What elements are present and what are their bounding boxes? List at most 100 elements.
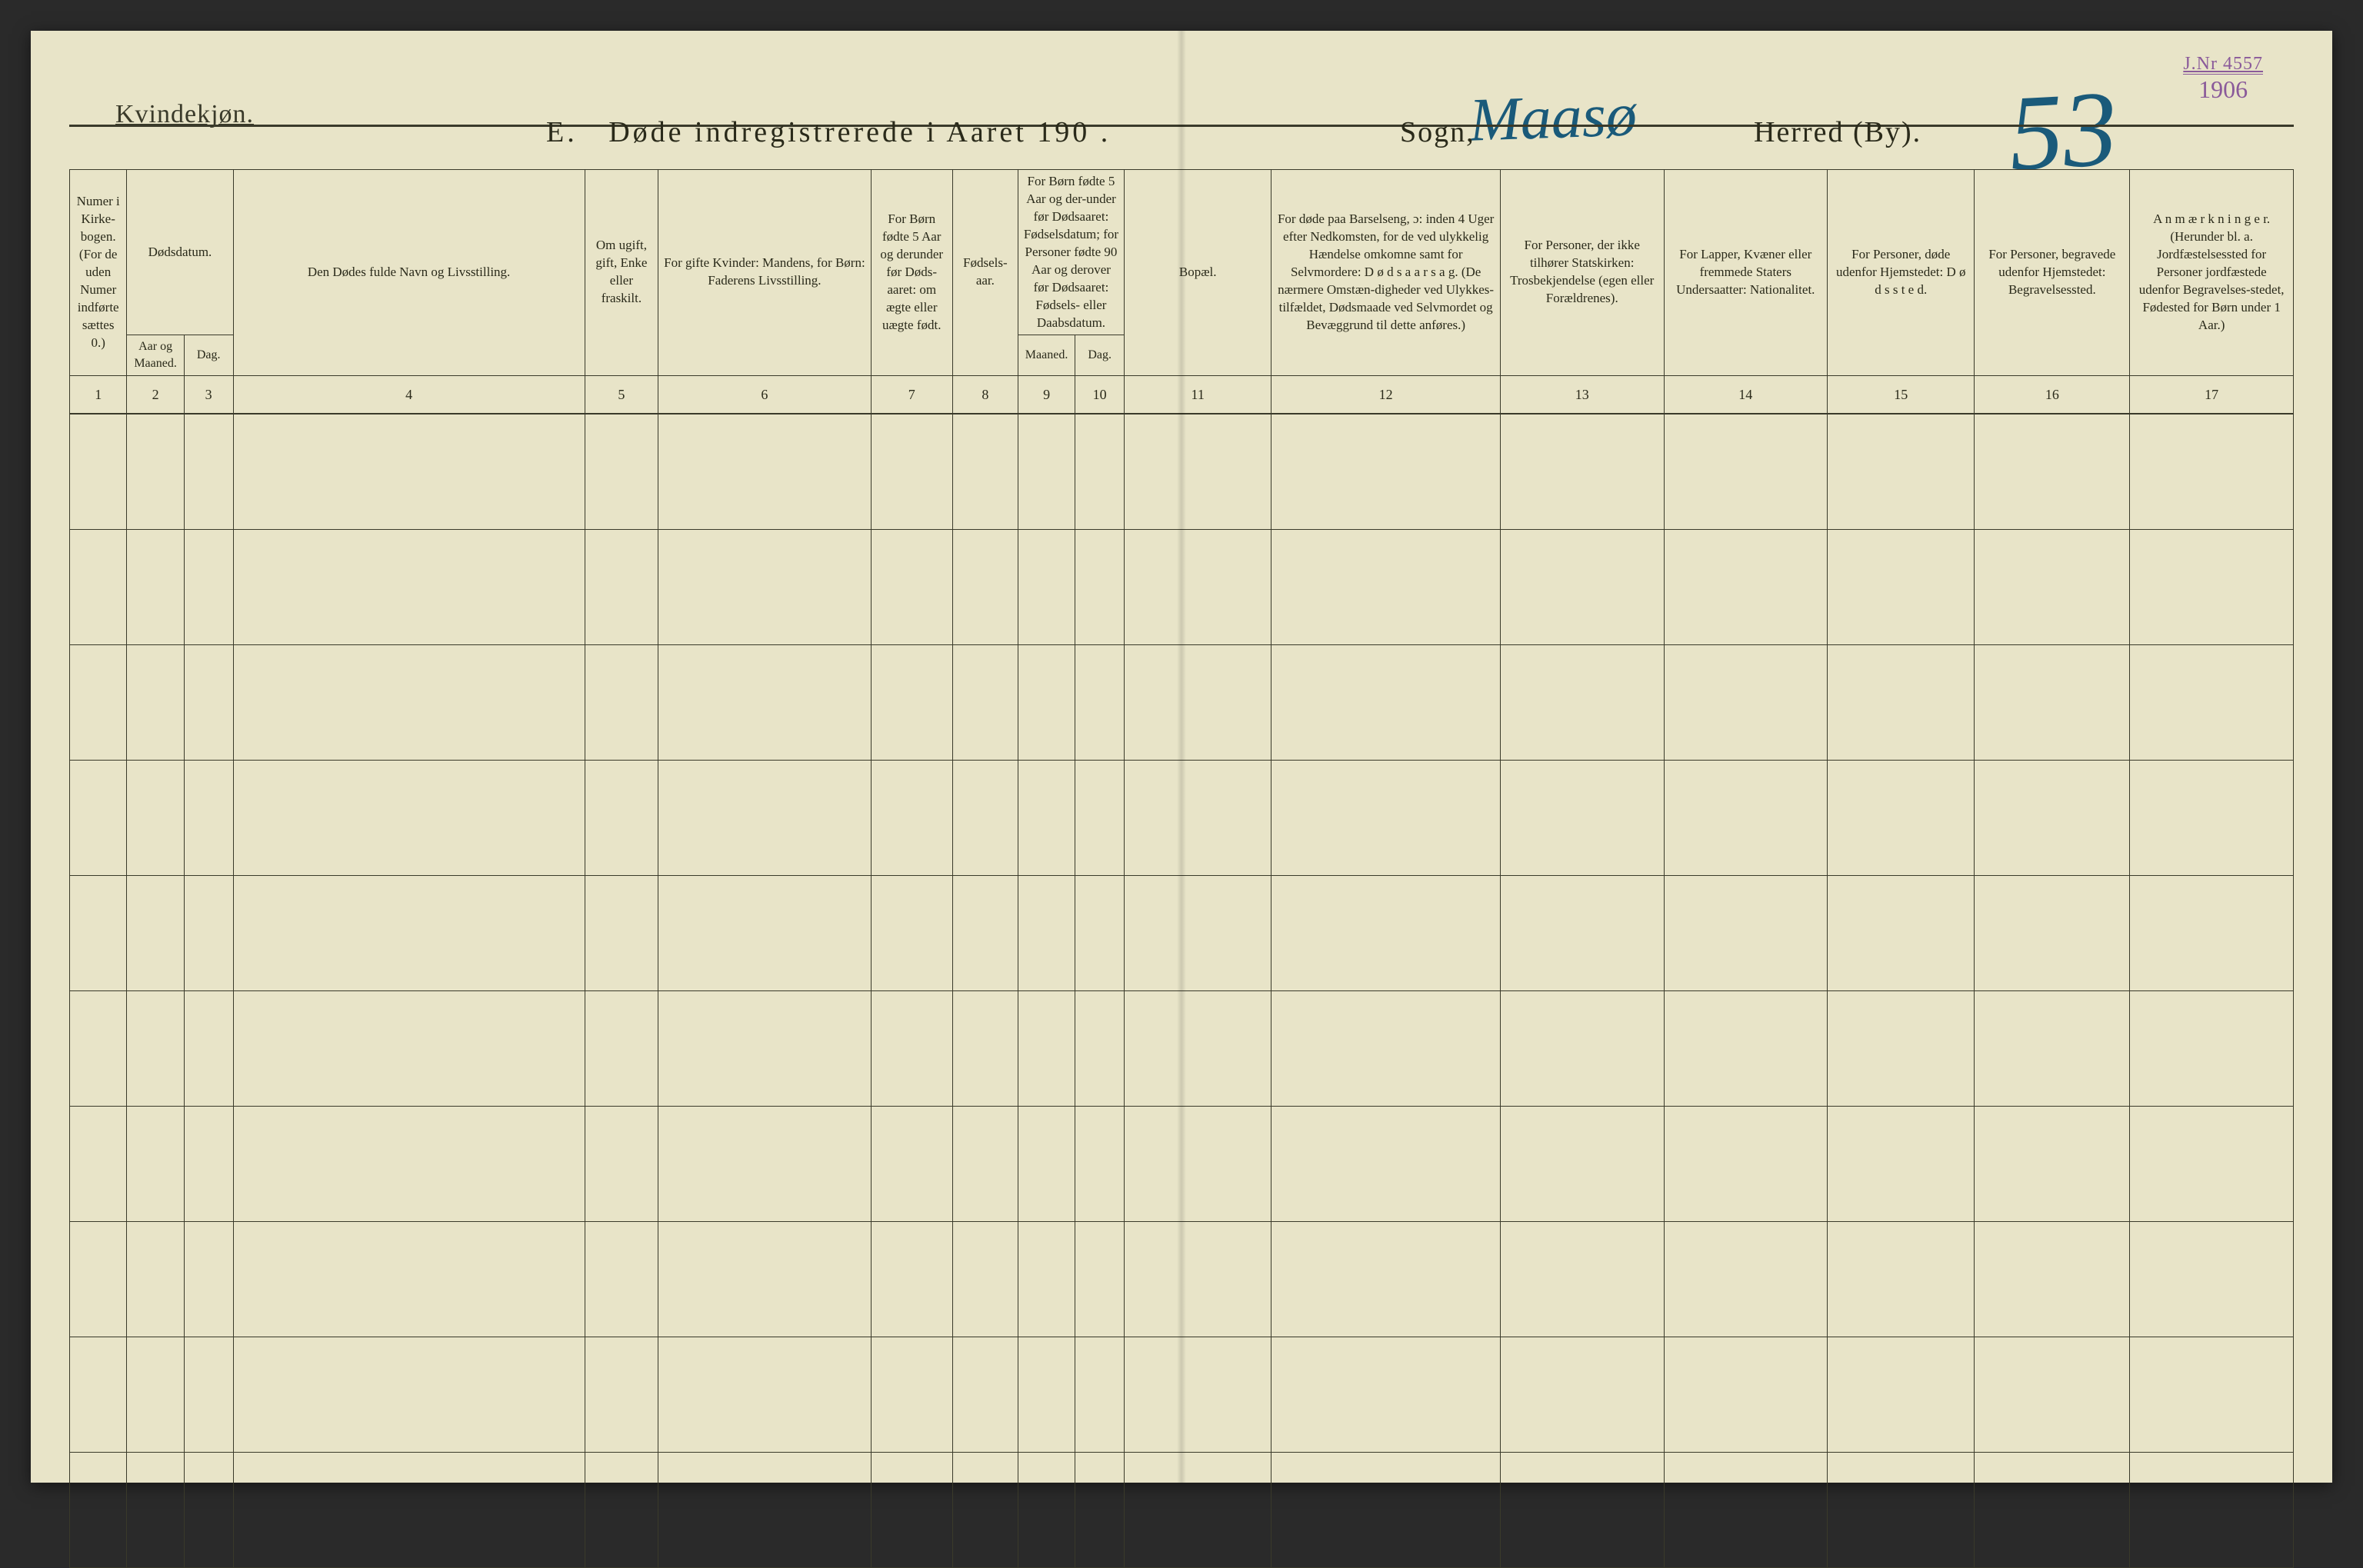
table-cell	[1664, 875, 1828, 990]
table-cell	[127, 1106, 184, 1221]
table-cell	[1125, 644, 1271, 760]
table-cell	[1018, 529, 1075, 644]
colnum-11: 11	[1125, 375, 1271, 414]
table-cell	[1975, 1106, 2130, 1221]
table-cell	[1500, 1221, 1664, 1337]
table-cell	[2130, 1452, 2294, 1567]
colnum-13: 13	[1500, 375, 1664, 414]
colnum-10: 10	[1075, 375, 1125, 414]
table-cell	[70, 644, 127, 760]
table-cell	[1125, 1221, 1271, 1337]
table-cell	[585, 875, 658, 990]
col-header-12: For døde paa Barselseng, ɔ: inden 4 Uger…	[1271, 170, 1501, 376]
table-cell	[1828, 760, 1975, 875]
table-row	[70, 1106, 2294, 1221]
table-cell	[871, 875, 952, 990]
stamp-jnr: J.Nr 4557	[2183, 54, 2263, 74]
table-cell	[1975, 644, 2130, 760]
colnum-12: 12	[1271, 375, 1501, 414]
table-cell	[585, 1106, 658, 1221]
table-cell	[952, 1337, 1018, 1452]
col-header-8: Fødsels-aar.	[952, 170, 1018, 376]
table-cell	[70, 529, 127, 644]
table-cell	[1018, 1452, 1075, 1567]
table-cell	[127, 760, 184, 875]
table-cell	[952, 529, 1018, 644]
table-cell	[1500, 760, 1664, 875]
table-cell	[1975, 1337, 2130, 1452]
col-subheader-9: Maaned.	[1018, 335, 1075, 375]
table-cell	[1125, 990, 1271, 1106]
table-cell	[1828, 529, 1975, 644]
table-cell	[184, 760, 233, 875]
table-cell	[1500, 1106, 1664, 1221]
table-cell	[184, 529, 233, 644]
page-wrapper: J.Nr 4557 1906 Maasø 53 Kvindekjøn. E. D…	[0, 0, 2363, 1513]
table-cell	[184, 1221, 233, 1337]
table-cell	[184, 644, 233, 760]
table-cell	[1975, 529, 2130, 644]
ledger-table: Numer i Kirke-bogen. (For de uden Numer …	[69, 169, 2294, 1568]
table-cell	[658, 414, 871, 529]
table-cell	[1975, 414, 2130, 529]
table-cell	[1975, 875, 2130, 990]
table-cell	[952, 760, 1018, 875]
table-cell	[1075, 1106, 1125, 1221]
table-cell	[1271, 875, 1501, 990]
sogn-label: Sogn,	[1400, 115, 1475, 149]
table-row	[70, 529, 2294, 644]
table-cell	[585, 760, 658, 875]
table-cell	[1500, 1452, 1664, 1567]
col-subheader-10: Dag.	[1075, 335, 1125, 375]
table-cell	[1125, 1106, 1271, 1221]
table-cell	[658, 1221, 871, 1337]
table-cell	[1075, 644, 1125, 760]
col-header-15: For Personer, døde udenfor Hjemstedet: D…	[1828, 170, 1975, 376]
table-row	[70, 875, 2294, 990]
table-cell	[585, 644, 658, 760]
table-cell	[233, 529, 585, 644]
col-header-4: Den Dødes fulde Navn og Livsstilling.	[233, 170, 585, 376]
table-cell	[1500, 1337, 1664, 1452]
table-header: Numer i Kirke-bogen. (For de uden Numer …	[70, 170, 2294, 414]
table-cell	[1018, 990, 1075, 1106]
table-cell	[1271, 414, 1501, 529]
table-cell	[871, 1221, 952, 1337]
table-cell	[1271, 990, 1501, 1106]
colnum-16: 16	[1975, 375, 2130, 414]
colnum-15: 15	[1828, 375, 1975, 414]
table-cell	[1500, 875, 1664, 990]
table-cell	[1975, 1221, 2130, 1337]
table-cell	[871, 414, 952, 529]
table-cell	[871, 760, 952, 875]
table-cell	[1075, 875, 1125, 990]
table-cell	[1500, 529, 1664, 644]
col-header-7: For Børn fødte 5 Aar og derunder før Død…	[871, 170, 952, 376]
table-cell	[1500, 414, 1664, 529]
table-cell	[1018, 1337, 1075, 1452]
ledger-body	[70, 414, 2294, 1567]
table-cell	[1271, 1452, 1501, 1567]
table-cell	[1018, 875, 1075, 990]
table-cell	[1125, 760, 1271, 875]
table-cell	[233, 990, 585, 1106]
table-cell	[1125, 414, 1271, 529]
table-cell	[2130, 1106, 2294, 1221]
table-cell	[70, 1106, 127, 1221]
table-cell	[127, 875, 184, 990]
table-cell	[233, 414, 585, 529]
colnum-1: 1	[70, 375, 127, 414]
table-cell	[1075, 990, 1125, 1106]
table-row	[70, 414, 2294, 529]
table-cell	[658, 529, 871, 644]
table-cell	[871, 1337, 952, 1452]
table-cell	[1975, 990, 2130, 1106]
table-cell	[871, 529, 952, 644]
table-cell	[871, 990, 952, 1106]
table-cell	[2130, 529, 2294, 644]
stamp-year: 1906	[2183, 74, 2263, 103]
table-cell	[184, 1452, 233, 1567]
table-cell	[70, 875, 127, 990]
table-cell	[1271, 1221, 1501, 1337]
table-cell	[871, 1106, 952, 1221]
